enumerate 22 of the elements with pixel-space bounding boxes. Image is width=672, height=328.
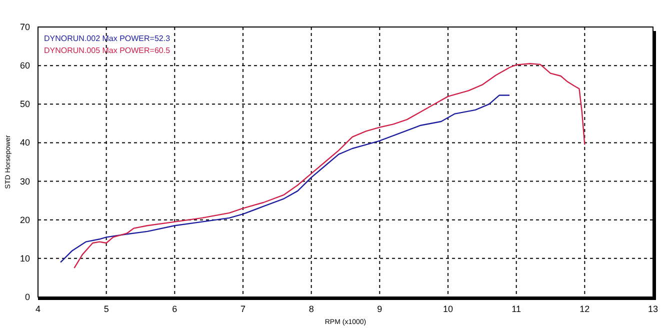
text: DYNORUN.002 Max POWER=52.3 bbox=[44, 34, 171, 43]
y-tick-label: 0 bbox=[24, 292, 30, 302]
y-tick-label: 70 bbox=[20, 22, 30, 32]
y-tick-label: 20 bbox=[20, 214, 30, 225]
y-tick-label: 50 bbox=[20, 99, 30, 110]
text: DYNORUN.005 Max POWER=60.5 bbox=[44, 46, 171, 55]
y-tick-label: 10 bbox=[20, 253, 30, 264]
x-tick-label: 8 bbox=[308, 304, 314, 314]
y-tick-label: 30 bbox=[20, 176, 30, 186]
x-tick-label: 11 bbox=[512, 304, 522, 314]
y-tick-label: 60 bbox=[20, 60, 30, 71]
x-tick-label: 10 bbox=[442, 304, 454, 314]
x-tick-label: 6 bbox=[172, 304, 178, 314]
x-tick-label: 4 bbox=[35, 304, 41, 314]
line-series bbox=[74, 63, 586, 269]
x-tick-label: 5 bbox=[104, 304, 109, 314]
x-tick-label: 7 bbox=[240, 304, 246, 314]
line-series bbox=[60, 94, 510, 263]
x-tick-label: 12 bbox=[580, 304, 590, 314]
x-tick-label: 13 bbox=[648, 304, 658, 314]
x-tick-label: 9 bbox=[377, 304, 382, 314]
y-tick-label: 40 bbox=[20, 138, 30, 148]
